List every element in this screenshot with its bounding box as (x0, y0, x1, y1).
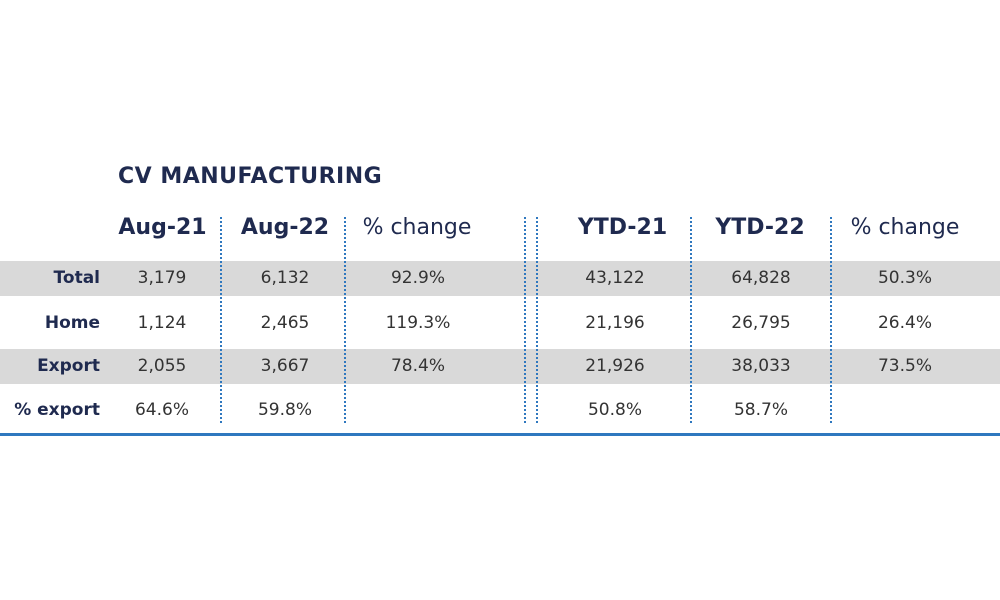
table-cell (840, 393, 970, 428)
header-aug-21: Aug-21 (118, 215, 207, 240)
table-cell: 3,667 (260, 356, 310, 376)
header-pct-change-ytd: % change (850, 215, 960, 240)
column-divider (830, 217, 832, 423)
table-cell: 50.3% (877, 268, 932, 288)
column-divider (220, 217, 222, 423)
table-cell: 64.6% (134, 400, 189, 420)
header-ytd-22: YTD-22 (715, 215, 805, 240)
table-cell: 2,055 (137, 356, 187, 376)
table-cell: 73.5% (877, 356, 932, 376)
table-cell: 59.8% (257, 400, 312, 420)
row-band-shaded (0, 261, 1000, 296)
header-pct-change-month: % change (362, 215, 472, 240)
row-label: % export (14, 400, 100, 420)
table-cell (353, 393, 483, 428)
header-aug-22: Aug-22 (240, 215, 330, 240)
column-divider (344, 217, 346, 423)
column-divider (524, 217, 526, 423)
table-cell: 64,828 (731, 268, 791, 288)
table-title: CV MANUFACTURING (118, 164, 383, 189)
table-cell: 43,122 (585, 268, 645, 288)
table-cell: 2,465 (260, 313, 310, 333)
table-cell: 26.4% (877, 313, 932, 333)
table-cell: 92.9% (390, 268, 445, 288)
row-label: Total (53, 268, 100, 288)
table-cell: 78.4% (390, 356, 445, 376)
table-cell: 119.3% (385, 313, 451, 333)
table-cell: 21,196 (585, 313, 645, 333)
table-cell: 6,132 (260, 268, 310, 288)
row-band-shaded (0, 349, 1000, 384)
column-divider (536, 217, 538, 423)
table-cell: 3,179 (137, 268, 187, 288)
table-cell: 26,795 (731, 313, 791, 333)
header-ytd-21: YTD-21 (577, 215, 668, 240)
table-cell: 58.7% (733, 400, 788, 420)
table-cell: 1,124 (137, 313, 187, 333)
row-label: Export (37, 356, 100, 376)
bottom-rule (0, 433, 1000, 436)
table-cell: 50.8% (587, 400, 642, 420)
table-cell: 21,926 (585, 356, 645, 376)
row-label: Home (44, 313, 100, 333)
column-divider (690, 217, 692, 423)
table-cell: 38,033 (731, 356, 791, 376)
